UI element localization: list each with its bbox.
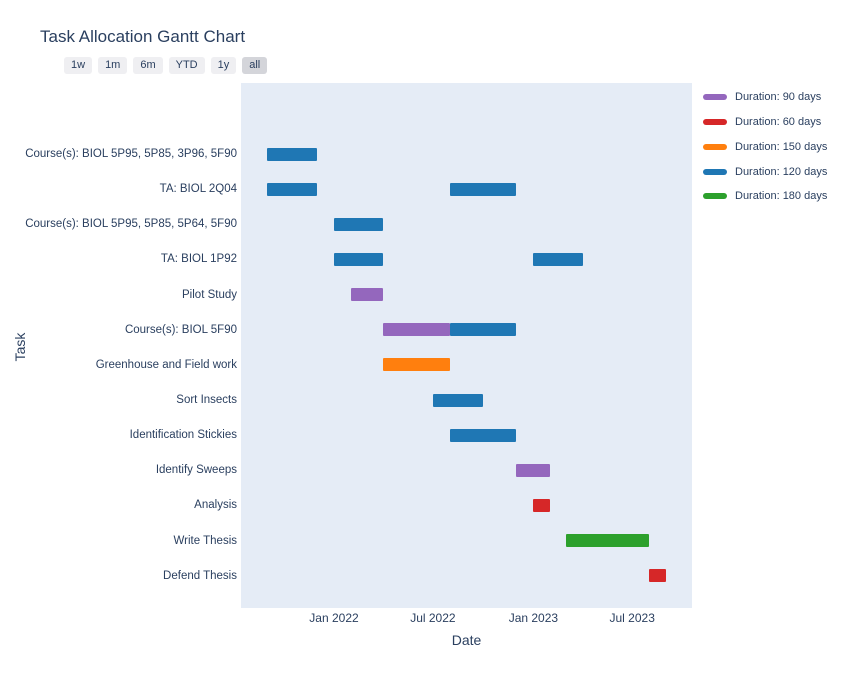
plot-area[interactable] bbox=[241, 83, 692, 608]
range-button-1w[interactable]: 1w bbox=[64, 57, 93, 74]
y-tick-label: TA: BIOL 1P92 bbox=[160, 253, 237, 266]
gantt-bar[interactable] bbox=[350, 288, 384, 302]
y-tick-label: Identify Sweeps bbox=[155, 464, 237, 477]
legend-swatch-icon bbox=[703, 119, 727, 126]
range-button-all[interactable]: all bbox=[242, 57, 268, 74]
y-tick-label: Write Thesis bbox=[173, 534, 237, 547]
gantt-bar[interactable] bbox=[449, 323, 517, 337]
legend-item[interactable]: Duration: 180 days bbox=[703, 184, 827, 209]
legend-item[interactable]: Duration: 60 days bbox=[703, 110, 827, 135]
x-tick-label: Jul 2023 bbox=[609, 611, 655, 625]
legend-label: Duration: 90 days bbox=[735, 91, 822, 104]
legend-label: Duration: 120 days bbox=[735, 165, 828, 178]
legend-swatch-icon bbox=[703, 143, 727, 150]
y-tick-label: Course(s): BIOL 5P95, 5P85, 3P96, 5F90 bbox=[25, 148, 237, 160]
x-tick-label: Jan 2022 bbox=[309, 611, 359, 625]
y-tick-label: Pilot Study bbox=[182, 288, 237, 301]
x-tick-label: Jul 2022 bbox=[410, 611, 456, 625]
gantt-bar[interactable] bbox=[267, 182, 318, 196]
y-tick-label: Sort Insects bbox=[176, 394, 237, 406]
legend: Duration: 90 days Duration: 60 days Durati… bbox=[703, 85, 827, 209]
x-axis-title: Date bbox=[451, 632, 482, 648]
gantt-bar[interactable] bbox=[334, 217, 384, 231]
y-tick-label: Course(s): BIOL 5F90 bbox=[124, 323, 237, 336]
gantt-bar[interactable] bbox=[432, 393, 484, 407]
y-tick-label: Analysis bbox=[194, 499, 237, 512]
y-tick-label: Course(s): BIOL 5P95, 5P85, 5P64, 5F90 bbox=[25, 218, 237, 231]
legend-label: Duration: 180 days bbox=[735, 190, 828, 203]
y-axis-title: Task bbox=[12, 332, 28, 362]
legend-item[interactable]: Duration: 90 days bbox=[703, 85, 827, 110]
legend-swatch-icon bbox=[703, 168, 727, 175]
range-button-ytd[interactable]: YTD bbox=[168, 57, 205, 74]
legend-label: Duration: 60 days bbox=[735, 116, 822, 129]
gantt-bar[interactable] bbox=[334, 252, 384, 266]
chart-title: Task Allocation Gantt Chart bbox=[40, 27, 246, 46]
legend-swatch-icon bbox=[703, 94, 727, 101]
range-button-1m[interactable]: 1m bbox=[98, 57, 128, 74]
gantt-bar[interactable] bbox=[649, 569, 667, 583]
y-tick-label: Greenhouse and Field work bbox=[95, 358, 237, 371]
gantt-bar[interactable] bbox=[533, 498, 551, 512]
gantt-bar[interactable] bbox=[533, 252, 583, 266]
legend-item[interactable]: Duration: 150 days bbox=[703, 135, 827, 160]
y-tick-label: TA: BIOL 2Q04 bbox=[159, 183, 237, 196]
legend-swatch-icon bbox=[703, 193, 727, 200]
gantt-bar[interactable] bbox=[383, 323, 450, 337]
gantt-bar[interactable] bbox=[449, 428, 517, 442]
gantt-bar[interactable] bbox=[267, 147, 318, 161]
range-selector: 1w 1m 6m YTD 1y all bbox=[64, 57, 268, 74]
y-tick-label: Defend Thesis bbox=[163, 569, 237, 582]
legend-item[interactable]: Duration: 120 days bbox=[703, 159, 827, 184]
range-button-6m[interactable]: 6m bbox=[133, 57, 163, 74]
legend-label: Duration: 150 days bbox=[735, 140, 828, 153]
y-tick-label: Identification Stickies bbox=[129, 429, 237, 442]
range-button-1y[interactable]: 1y bbox=[210, 57, 237, 74]
gantt-bar[interactable] bbox=[516, 463, 551, 477]
x-tick-label: Jan 2023 bbox=[508, 611, 559, 625]
gantt-bar[interactable] bbox=[383, 358, 450, 372]
gantt-bar[interactable] bbox=[449, 182, 517, 196]
gantt-bar[interactable] bbox=[565, 534, 650, 547]
